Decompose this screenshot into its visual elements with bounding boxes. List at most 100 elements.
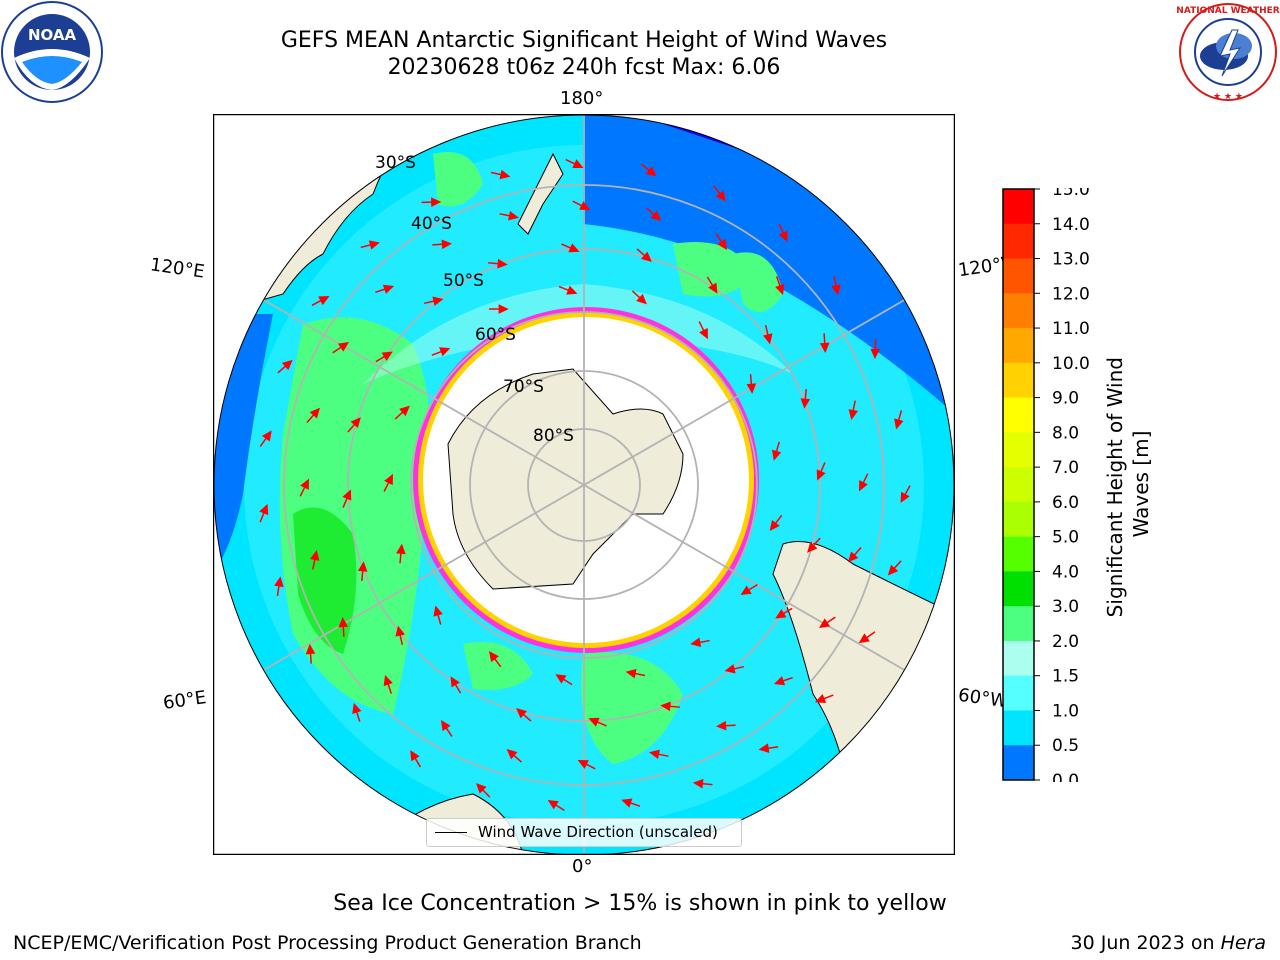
wind-wave-arrow-head bbox=[699, 328, 708, 340]
wind-wave-arrow-head bbox=[337, 341, 350, 352]
wind-wave-arrow-head bbox=[506, 748, 518, 760]
wind-wave-arrow-head bbox=[399, 405, 410, 417]
lat-label-80: 80°S bbox=[533, 426, 574, 446]
svg-text:Significant Height of Wind: Significant Height of Wind Waves [m] bbox=[1103, 351, 1153, 618]
wind-wave-arrow-head bbox=[773, 676, 786, 686]
colorbar-tick-label: 11.0 bbox=[1052, 319, 1090, 339]
wind-wave-arrow-head bbox=[621, 798, 633, 808]
polar-map: 30°S 40°S 50°S 60°S 70°S 80°S bbox=[213, 114, 955, 855]
lat-label-60: 60°S bbox=[475, 325, 516, 345]
wind-wave-arrow-head bbox=[488, 651, 499, 663]
colorbar-segment bbox=[1003, 293, 1034, 329]
wind-wave-arrow-head bbox=[357, 561, 368, 572]
wind-wave-arrow-head bbox=[555, 674, 567, 684]
wind-wave-arrow-head bbox=[800, 398, 811, 409]
wind-wave-arrow-head bbox=[831, 284, 841, 296]
nws-logo-icon: NATIONAL WEATHER ★ ★ ★ bbox=[1176, 3, 1280, 102]
legend-text: Wind Wave Direction (unscaled) bbox=[478, 823, 718, 841]
wind-wave-arrow-head bbox=[508, 210, 520, 221]
wind-wave-arrows bbox=[259, 158, 911, 812]
colorbar-label: Significant Height of Wind Waves [m] bbox=[1103, 351, 1153, 618]
wind-wave-arrow-head bbox=[577, 760, 589, 769]
colorbar-segment bbox=[1003, 432, 1034, 468]
run-system: Hera bbox=[1220, 932, 1266, 954]
wind-wave-arrow-head bbox=[588, 717, 600, 727]
colorbar-segment bbox=[1003, 258, 1034, 294]
run-date: 30 Jun 2023 on Hera bbox=[1071, 932, 1266, 954]
new-zealand bbox=[517, 152, 564, 235]
wave-green-north bbox=[433, 152, 483, 207]
wind-wave-arrow-head bbox=[433, 605, 443, 617]
colorbar-segment bbox=[1003, 745, 1034, 781]
wind-wave-arrow-head bbox=[692, 778, 704, 789]
lat-label-40: 40°S bbox=[411, 214, 452, 234]
wind-wave-arrow-head bbox=[778, 230, 788, 242]
wind-wave-arrow-head bbox=[384, 473, 394, 486]
wind-wave-arrow-head bbox=[410, 750, 420, 762]
colorbar-tick-label: 3.0 bbox=[1052, 597, 1079, 617]
colorbar-tick-label: 15.0 bbox=[1052, 188, 1090, 200]
colorbar-tick-label: 0.5 bbox=[1052, 736, 1079, 756]
wind-wave-arrow-head bbox=[807, 542, 818, 553]
lon-label-60e: 60°E bbox=[161, 687, 208, 714]
wind-wave-arrow-head bbox=[318, 296, 330, 306]
colorbar-segment bbox=[1003, 571, 1034, 607]
colorbar-segment bbox=[1003, 501, 1034, 538]
wind-wave-arrow-head bbox=[641, 251, 652, 262]
wave-green-south bbox=[581, 652, 683, 764]
colorbar-tick-label: 13.0 bbox=[1052, 250, 1090, 270]
wind-wave-arrow-head bbox=[775, 283, 785, 296]
colorbar-segment bbox=[1003, 328, 1034, 364]
wind-wave-arrow-head bbox=[724, 664, 736, 674]
wind-wave-arrow-head bbox=[259, 503, 269, 516]
colorbar-tick-label: 12.0 bbox=[1052, 284, 1090, 304]
noaa-logo-icon: NOAA bbox=[1, 1, 103, 103]
wind-wave-arrow-head bbox=[274, 576, 284, 588]
wind-wave-arrow-head bbox=[775, 609, 787, 619]
lat-label-50: 50°S bbox=[443, 271, 484, 291]
wind-wave-arrow-head bbox=[383, 674, 393, 687]
wind-wave-arrow-head bbox=[740, 585, 752, 595]
wind-wave-arrow-head bbox=[396, 543, 406, 555]
wind-wave-arrow-head bbox=[900, 491, 910, 503]
chart-subtitle: 20230628 t06z 240h fcst Max: 6.06 bbox=[387, 55, 781, 80]
colorbar-segment bbox=[1003, 362, 1034, 399]
colorbar-tick-label: 1.5 bbox=[1052, 667, 1079, 687]
wind-wave-arrow-head bbox=[819, 342, 830, 354]
colorbar-segment bbox=[1003, 223, 1034, 260]
wind-wave-arrow-head bbox=[645, 166, 657, 177]
wind-wave-arrow-head bbox=[717, 238, 728, 251]
colorbar-segment bbox=[1003, 606, 1034, 642]
wind-wave-arrow-head bbox=[450, 676, 460, 688]
wind-wave-arrow-head bbox=[309, 549, 320, 561]
wind-wave-arrow-head bbox=[625, 668, 637, 679]
wind-wave-arrow-head bbox=[281, 359, 293, 371]
lat-label-70: 70°S bbox=[503, 377, 544, 397]
wind-wave-arrow-head bbox=[648, 749, 660, 760]
colorbar-segment bbox=[1003, 640, 1034, 677]
lon-label-0: 0° bbox=[572, 856, 593, 877]
wind-wave-arrow-head bbox=[650, 210, 662, 222]
wind-wave-arrow-head bbox=[305, 643, 316, 655]
lon-label-180: 180° bbox=[560, 88, 604, 109]
lon-label-120e: 120°E bbox=[148, 254, 206, 283]
wind-wave-arrow-head bbox=[572, 159, 584, 168]
wind-wave-arrow-head bbox=[439, 347, 451, 357]
colorbar-segment bbox=[1003, 189, 1034, 225]
colorbar-tick-label: 7.0 bbox=[1052, 458, 1079, 478]
branch-credit: NCEP/EMC/Verification Post Processing Pr… bbox=[13, 932, 642, 954]
wind-wave-arrow-head bbox=[368, 240, 380, 250]
colorbar-tick-label: 8.0 bbox=[1052, 423, 1079, 443]
wind-wave-arrow-head bbox=[894, 418, 904, 430]
wind-wave-arrow-head bbox=[715, 190, 726, 202]
wind-wave-arrow-head bbox=[432, 296, 444, 306]
wind-wave-arrow-head bbox=[771, 449, 782, 461]
wind-wave-arrow-head bbox=[568, 243, 580, 253]
colorbar-segment bbox=[1003, 675, 1034, 711]
svg-text:NATIONAL WEATHER: NATIONAL WEATHER bbox=[1176, 6, 1279, 16]
wind-wave-arrow-head bbox=[858, 633, 870, 644]
colorbar-tick-label: 2.0 bbox=[1052, 632, 1079, 652]
wind-wave-arrow-head bbox=[441, 239, 453, 250]
colorbar-tick-label: 4.0 bbox=[1052, 562, 1079, 582]
wind-wave-arrow-head bbox=[814, 694, 827, 704]
